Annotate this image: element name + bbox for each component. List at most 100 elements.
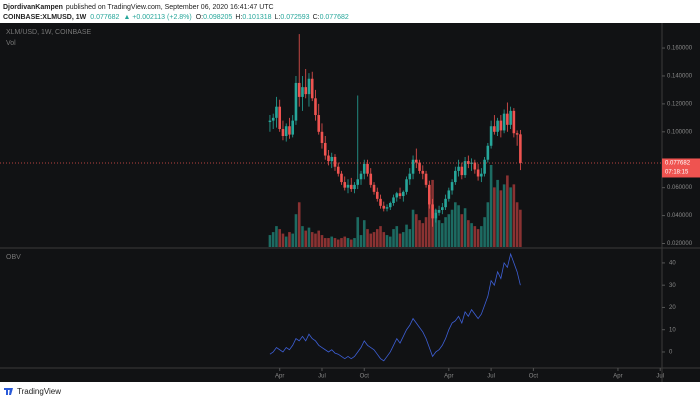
- candle-body: [483, 159, 486, 174]
- y-tick-label: 20: [669, 305, 676, 311]
- volume-bar: [509, 187, 512, 247]
- candle-body: [271, 117, 275, 121]
- volume-bar: [379, 226, 382, 247]
- candle-body: [356, 179, 360, 185]
- y-tick-label: 0.140000: [667, 74, 693, 80]
- candle-body: [431, 204, 434, 219]
- volume-title: Vol: [6, 40, 16, 47]
- volume-bar: [411, 209, 415, 247]
- volume-bar: [336, 239, 340, 247]
- volume-bar: [284, 236, 288, 247]
- volume-bar: [441, 223, 444, 247]
- candle-body: [444, 198, 447, 208]
- volume-bar: [444, 217, 447, 247]
- candle-body: [275, 106, 278, 118]
- candle-body: [375, 191, 379, 199]
- volume-bar: [317, 230, 321, 247]
- candle-body: [336, 166, 340, 174]
- x-tick-label: Jul: [656, 374, 664, 380]
- candle-body: [349, 184, 353, 190]
- volume-bar: [470, 223, 473, 247]
- candle-body: [411, 159, 415, 174]
- candle-body: [493, 126, 496, 132]
- candle-body: [288, 126, 291, 135]
- volume-bar: [506, 175, 509, 247]
- volume-bar: [502, 184, 506, 247]
- volume-bar: [489, 165, 493, 247]
- chart-title: XLM/USD, 1W, COINBASE: [6, 29, 92, 36]
- candle-body: [362, 163, 366, 174]
- y-tick-label: 0.100000: [667, 129, 693, 135]
- candle-body: [388, 203, 392, 208]
- x-tick-label: Apr: [613, 374, 622, 380]
- chart-area: [0, 23, 700, 382]
- volume-bar: [304, 230, 308, 247]
- volume-bar: [515, 202, 519, 247]
- candle-body: [294, 82, 298, 121]
- candle-body: [398, 193, 402, 197]
- candle-body: [437, 210, 441, 213]
- candle-body: [506, 113, 509, 125]
- o-value: 0.098205: [203, 14, 232, 21]
- volume-bar: [421, 223, 425, 247]
- volume-bar: [483, 217, 486, 247]
- y-tick-label: 0.020000: [667, 241, 693, 247]
- symbol-line: COINBASE:XLMUSD, 1W 0.077682 ▲ +0.002113 (…: [3, 14, 349, 21]
- brand: TradingView: [17, 387, 61, 396]
- volume-bar: [366, 229, 369, 247]
- candle-body: [395, 193, 399, 198]
- candle-body: [340, 173, 343, 183]
- candle-body: [278, 106, 282, 130]
- volume-bar: [297, 202, 301, 247]
- candle-body: [310, 78, 314, 99]
- volume-bar: [278, 229, 282, 247]
- l-label: L:: [275, 14, 281, 21]
- l-value: 0.072593: [280, 14, 309, 21]
- volume-bar: [375, 229, 379, 247]
- volume-bar: [450, 209, 454, 247]
- candle-body: [460, 166, 464, 176]
- volume-bar: [271, 232, 275, 247]
- volume-bar: [372, 232, 376, 247]
- volume-bar: [294, 214, 298, 247]
- candle-body: [297, 82, 301, 97]
- volume-bar: [408, 229, 412, 247]
- candle-body: [268, 120, 272, 123]
- y-tick-label: 0.060000: [667, 185, 693, 191]
- volume-bar: [301, 226, 304, 247]
- volume-bar: [414, 214, 418, 247]
- volume-bar: [493, 187, 496, 247]
- candle-body: [428, 184, 431, 205]
- volume-bar: [330, 236, 334, 247]
- x-tick-label: Jul: [487, 374, 495, 380]
- volume-bar: [519, 209, 522, 247]
- volume-bar: [310, 232, 314, 247]
- candle-body: [421, 170, 425, 174]
- volume-bar: [314, 233, 317, 247]
- volume-bar: [291, 233, 295, 247]
- candle-body: [284, 126, 288, 136]
- volume-bar: [362, 220, 366, 247]
- candle-body: [434, 212, 438, 219]
- candle-body: [480, 173, 483, 177]
- header-line: DjordivanKampen published on TradingView.…: [3, 4, 274, 11]
- change: ▲ +0.002113 (+2.8%): [123, 14, 191, 21]
- candle-body: [447, 190, 451, 199]
- volume-bar: [447, 214, 451, 247]
- volume-bar: [323, 238, 327, 247]
- candle-body: [366, 163, 369, 174]
- published: published on TradingView.com, September …: [66, 4, 274, 11]
- candle-body: [372, 184, 376, 192]
- candle-body: [502, 113, 506, 131]
- volume-bar: [307, 227, 311, 247]
- volume-bar: [486, 202, 490, 247]
- volume-bar: [437, 220, 441, 247]
- symbol: COINBASE:XLMUSD, 1W: [3, 14, 87, 21]
- volume-bar: [288, 232, 291, 247]
- candle-body: [343, 182, 347, 188]
- volume-bar: [327, 238, 330, 247]
- candle-body: [473, 162, 477, 170]
- volume-bar: [457, 205, 460, 247]
- candle-body: [519, 134, 522, 163]
- candle-body: [346, 184, 350, 188]
